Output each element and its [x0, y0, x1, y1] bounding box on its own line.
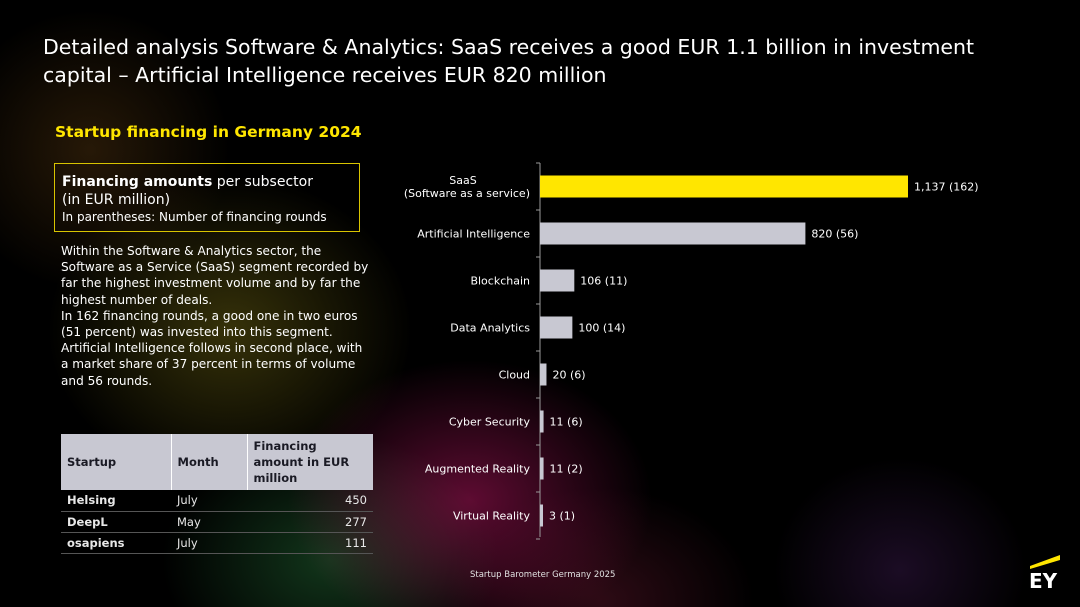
data-label: 11 (2): [550, 463, 583, 476]
description-paragraph: Artificial Intelligence follows in secon…: [61, 341, 363, 388]
info-line-3: In parentheses: Number of financing roun…: [62, 210, 327, 224]
bar-chart-svg: 1,137 (162) SaaS(Software as a service) 82…: [404, 162, 979, 540]
bar-chart: 1,137 (162) SaaS (Software as a service) 82…: [380, 155, 1020, 545]
cell-startup: Helsing: [61, 490, 171, 512]
cell-startup: DeepL: [61, 511, 171, 533]
bar: [540, 504, 543, 527]
bar: [540, 269, 575, 292]
info-bold: Financing amounts: [62, 174, 213, 190]
top-deals-table: Startup Month Financing amount in EUR mi…: [61, 434, 373, 554]
category-label: Artificial Intelligence: [417, 228, 530, 241]
data-label: 20 (6): [552, 369, 585, 382]
description: Within the Software & Analytics sector, …: [61, 243, 371, 389]
description-paragraph: In 162 financing rounds, a good one in t…: [61, 308, 358, 340]
bar: [540, 316, 573, 339]
bar: [540, 457, 544, 480]
data-label: 820 (56): [811, 228, 858, 241]
info-box: Financing amounts per subsector (in EUR …: [54, 163, 360, 232]
bar: [540, 410, 544, 433]
data-label: 100 (14): [578, 322, 625, 335]
cell-month: May: [171, 511, 247, 533]
category-label: (Software as a service): [404, 187, 530, 200]
table-row: Helsing July 450: [61, 490, 373, 512]
data-label: 3 (1): [549, 510, 575, 523]
table-header-row: Startup Month Financing amount in EUR mi…: [61, 434, 373, 490]
cell-amount: 277: [247, 511, 373, 533]
cell-amount: 111: [247, 532, 373, 554]
table-row: osapiens July 111: [61, 532, 373, 554]
source-note: Startup Barometer Germany 2025: [470, 570, 616, 580]
cell-amount: 450: [247, 490, 373, 512]
category-label: Cyber Security: [449, 416, 531, 429]
cell-month: July: [171, 532, 247, 554]
info-line-2: (in EUR million): [62, 192, 171, 208]
category-label: Augmented Reality: [425, 463, 531, 476]
data-label: 11 (6): [550, 416, 583, 429]
page-title: Detailed analysis Software & Analytics: …: [43, 35, 975, 87]
bar: [540, 363, 547, 386]
category-label: SaaS: [449, 174, 476, 187]
bar: [540, 175, 908, 198]
category-label: Cloud: [499, 369, 530, 382]
info-line-1: Financing amounts per subsector: [62, 173, 359, 191]
header-amount: Financing amount in EUR million: [247, 434, 373, 490]
info-rest: per subsector: [212, 174, 313, 190]
data-label: 106 (11): [580, 275, 627, 288]
chart-subtitle: Startup financing in Germany 2024: [55, 123, 362, 141]
logo-accent-icon: [1030, 555, 1060, 569]
header-startup: Startup: [61, 434, 172, 490]
ey-logo: EY: [1029, 555, 1060, 592]
header-month: Month: [171, 434, 248, 490]
logo-text: EY: [1029, 569, 1058, 592]
category-label: Blockchain: [470, 275, 530, 288]
bar: [540, 222, 806, 245]
table-row: DeepL May 277: [61, 511, 373, 533]
category-label: Virtual Reality: [453, 510, 531, 523]
cell-startup: osapiens: [61, 532, 171, 554]
data-label: 1,137 (162): [914, 181, 979, 194]
cell-month: July: [171, 490, 247, 512]
description-paragraph: Within the Software & Analytics sector, …: [61, 244, 369, 307]
category-label: Data Analytics: [450, 322, 530, 335]
